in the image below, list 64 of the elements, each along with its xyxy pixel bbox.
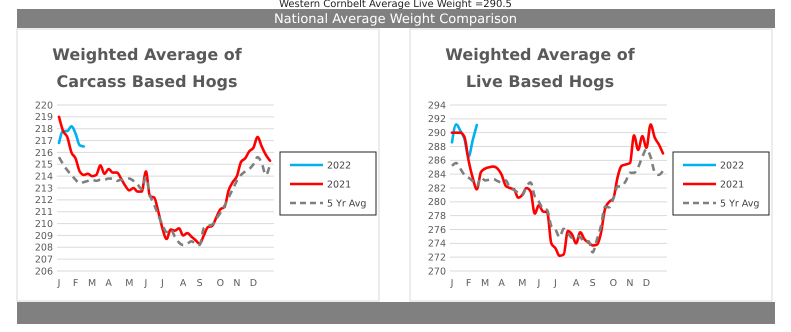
y-tick-label: 206 xyxy=(34,266,53,278)
x-tick-label: O xyxy=(610,278,618,289)
legend-label: 2021 xyxy=(720,179,744,190)
x-tick-label: A xyxy=(498,278,506,289)
x-tick-label: J xyxy=(160,278,164,289)
x-tick-label: F xyxy=(72,278,78,289)
x-tick-label: A xyxy=(105,278,112,289)
y-tick-label: 208 xyxy=(34,242,53,254)
x-tick-label: D xyxy=(250,278,258,289)
y-tick-label: 214 xyxy=(34,171,53,182)
x-tick-label: M xyxy=(88,278,96,289)
line-series xyxy=(58,156,272,246)
chart-title: Weighted Average of Live Based Hogs xyxy=(445,45,636,91)
chart-title: Weighted Average of Carcass Based Hogs xyxy=(52,45,243,91)
y-tick-label: 280 xyxy=(428,197,446,208)
x-tick-label: S xyxy=(590,278,596,289)
y-tick-label: 211 xyxy=(34,207,53,218)
legend-label: 2022 xyxy=(327,160,352,172)
text: National Average Weight Comparison xyxy=(274,12,518,27)
y-tick-label: 209 xyxy=(34,230,53,242)
x-tick-label: J xyxy=(56,278,60,289)
y-tick-label: 278 xyxy=(428,210,446,222)
x-tick-label: J xyxy=(143,278,148,289)
legend-label: 2022 xyxy=(720,160,744,172)
y-tick-label: 284 xyxy=(428,169,446,180)
y-tick-label: 288 xyxy=(428,142,446,153)
x-tick-label: J xyxy=(536,278,540,289)
y-tick-label: 207 xyxy=(34,254,53,266)
y-tick-label: 220 xyxy=(34,100,53,112)
y-tick-label: 282 xyxy=(428,183,446,194)
y-tick-label: 215 xyxy=(34,160,53,171)
y-tick-label: 218 xyxy=(34,124,53,136)
y-tick-label: 276 xyxy=(428,224,446,236)
line-series xyxy=(450,148,664,254)
y-tick-label: 210 xyxy=(34,218,53,230)
x-tick-label: D xyxy=(642,278,650,289)
x-tick-label: F xyxy=(466,278,472,289)
x-tick-label: O xyxy=(216,278,224,289)
y-tick-label: 213 xyxy=(34,183,53,194)
legend-label: 5 Yr Avg xyxy=(327,198,366,210)
x-tick-label: S xyxy=(196,278,203,289)
y-tick-label: 294 xyxy=(428,100,446,112)
line-series xyxy=(58,125,86,148)
y-tick-label: 270 xyxy=(428,266,446,278)
x-tick-label: M xyxy=(518,278,526,289)
x-tick-label: N xyxy=(233,278,240,289)
y-tick-label: 219 xyxy=(34,112,53,124)
x-tick-label: N xyxy=(626,278,634,289)
y-tick-label: 286 xyxy=(428,156,446,167)
legend-label: 5 Yr Avg xyxy=(720,198,760,210)
y-tick-label: 272 xyxy=(428,252,446,264)
y-tick-label: 217 xyxy=(34,136,53,147)
y-tick-label: 216 xyxy=(34,148,53,159)
y-tick-label: 274 xyxy=(428,238,446,250)
legend-label: 2021 xyxy=(327,179,352,190)
y-tick-label: 212 xyxy=(34,195,53,206)
y-tick-label: 290 xyxy=(428,128,446,139)
x-tick-label: M xyxy=(125,278,134,289)
x-tick-label: J xyxy=(553,278,557,289)
x-tick-label: A xyxy=(572,278,580,289)
y-tick-label: 292 xyxy=(428,114,446,126)
x-tick-label: J xyxy=(450,278,454,289)
x-tick-label: M xyxy=(480,278,490,289)
x-tick-label: A xyxy=(180,278,187,289)
